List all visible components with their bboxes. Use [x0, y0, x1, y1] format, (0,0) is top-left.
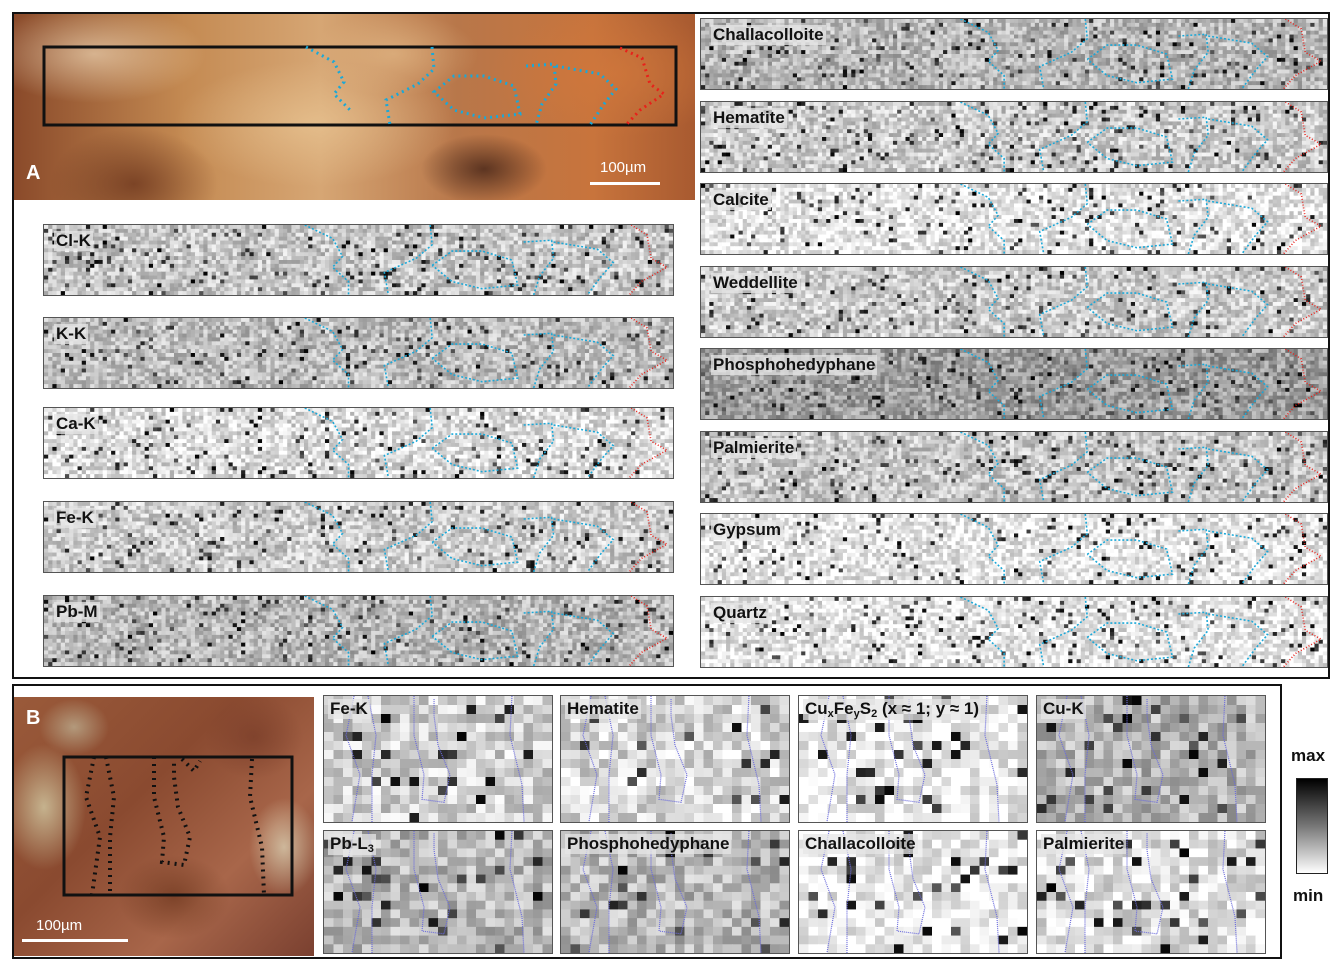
- mineral-map-hematite-image: [701, 101, 1327, 172]
- map-b-1: Hematite: [560, 695, 790, 823]
- mineral-map-0-label: Challacolloite: [711, 25, 826, 45]
- element-map-ca-k: Ca-K: [43, 407, 674, 479]
- panel-b-scale-bar: [22, 939, 128, 942]
- map-b-4-label-part: Pb-L: [330, 834, 368, 853]
- element-map-1-label: K-K: [54, 324, 89, 344]
- map-b-2-label-part: (x ≈ 1; y ≈ 1): [877, 699, 979, 718]
- map-b-0: Fe-K: [323, 695, 553, 823]
- map-b-6-label: Challacolloite: [803, 834, 918, 854]
- mineral-map-palmierite-image: [701, 431, 1327, 502]
- map-b-2-label-part: 2: [871, 708, 877, 720]
- element-map-2-label: Ca-K: [54, 414, 98, 434]
- map-b-4: Pb-L3: [323, 830, 553, 954]
- mineral-map-palmierite: Palmierite: [700, 430, 1328, 503]
- map-b-2-label-part: Fe: [834, 699, 854, 718]
- mineral-map-weddellite-image: [701, 266, 1327, 337]
- map-b-4-label-part: 3: [368, 843, 374, 855]
- map-b-2-label-part: Cu: [805, 699, 828, 718]
- element-map-cl-k: Cl-K: [43, 224, 674, 296]
- map-b-4-label: Pb-L3: [328, 834, 376, 855]
- mineral-map-6-label: Gypsum: [711, 520, 784, 540]
- element-map-cl-k-image: [44, 225, 673, 295]
- element-map-pb-m-image: [44, 596, 673, 666]
- map-b-6: Challacolloite: [798, 830, 1028, 954]
- panel-a-letter: A: [26, 162, 40, 185]
- mineral-map-calcite: Calcite: [700, 183, 1328, 255]
- colorbar-max-label: max: [1291, 746, 1325, 766]
- element-map-4-label: Pb-M: [54, 602, 100, 622]
- mineral-map-4-label: Phosphohedyphane: [711, 355, 878, 375]
- panel-b-micrograph-overlay: [62, 755, 294, 897]
- map-b-3-image: [1037, 696, 1265, 822]
- mineral-map-challacolloite-image: [701, 19, 1327, 89]
- element-map-0-label: Cl-K: [54, 231, 93, 251]
- mineral-map-gypsum-image: [701, 514, 1327, 584]
- element-map-k-k-image: [44, 318, 673, 388]
- map-b-5-label: Phosphohedyphane: [565, 834, 732, 854]
- map-b-7: Palmierite: [1036, 830, 1266, 954]
- colorbar-min-label: min: [1293, 886, 1323, 906]
- map-b-6-image: [799, 831, 1027, 953]
- panel-a-scale-label: 100µm: [600, 159, 646, 176]
- mineral-map-5-label: Palmierite: [711, 437, 797, 458]
- map-b-0-label: Fe-K: [328, 699, 370, 719]
- panel-b-frame: [12, 684, 1282, 959]
- map-b-2: CuxFeyS2 (x ≈ 1; y ≈ 1): [798, 695, 1028, 823]
- map-b-5: Phosphohedyphane: [560, 830, 790, 954]
- mineral-map-7-label: Quartz: [711, 602, 769, 623]
- mineral-map-quartz-image: [701, 596, 1327, 667]
- panel-a-micrograph-overlay: [42, 45, 678, 127]
- mineral-map-phosphohedyphane: Phosphohedyphane: [700, 348, 1328, 420]
- mineral-map-3-label: Weddellite: [711, 272, 800, 293]
- mineral-map-1-label: Hematite: [711, 107, 787, 128]
- mineral-map-gypsum: Gypsum: [700, 513, 1328, 585]
- intensity-colorbar: [1296, 778, 1328, 874]
- map-b-1-image: [561, 696, 789, 822]
- panel-b-letter: B: [26, 707, 40, 730]
- element-map-pb-m: Pb-M: [43, 595, 674, 667]
- map-b-2-label-part: y: [854, 708, 860, 720]
- mineral-map-challacolloite: Challacolloite: [700, 18, 1328, 90]
- map-b-2-label-part: x: [828, 708, 834, 720]
- map-b-1-label: Hematite: [565, 699, 641, 719]
- panel-a-frame: [12, 12, 1330, 679]
- element-map-ca-k-image: [44, 408, 673, 478]
- panel-a-micrograph: A 100µm: [14, 14, 695, 200]
- element-map-k-k: K-K: [43, 317, 674, 389]
- element-map-3-label: Fe-K: [54, 508, 96, 528]
- map-b-3: Cu-K: [1036, 695, 1266, 823]
- panel-a-scale-bar: [590, 182, 660, 185]
- map-b-3-label: Cu-K: [1041, 699, 1086, 719]
- mineral-map-hematite: Hematite: [700, 100, 1328, 173]
- mineral-map-quartz: Quartz: [700, 595, 1328, 668]
- mineral-map-weddellite: Weddellite: [700, 265, 1328, 338]
- panel-b-micrograph: B 100µm: [14, 697, 314, 956]
- element-map-fe-k: Fe-K: [43, 501, 674, 573]
- mineral-map-2-label: Calcite: [711, 190, 771, 210]
- map-b-0-image: [324, 696, 552, 822]
- map-b-2-label: CuxFeyS2 (x ≈ 1; y ≈ 1): [803, 699, 982, 720]
- map-b-2-label-part: S: [860, 699, 871, 718]
- mineral-map-calcite-image: [701, 184, 1327, 254]
- panel-b-scale-label: 100µm: [36, 917, 82, 934]
- map-b-7-label: Palmierite: [1041, 834, 1127, 854]
- element-map-fe-k-image: [44, 502, 673, 572]
